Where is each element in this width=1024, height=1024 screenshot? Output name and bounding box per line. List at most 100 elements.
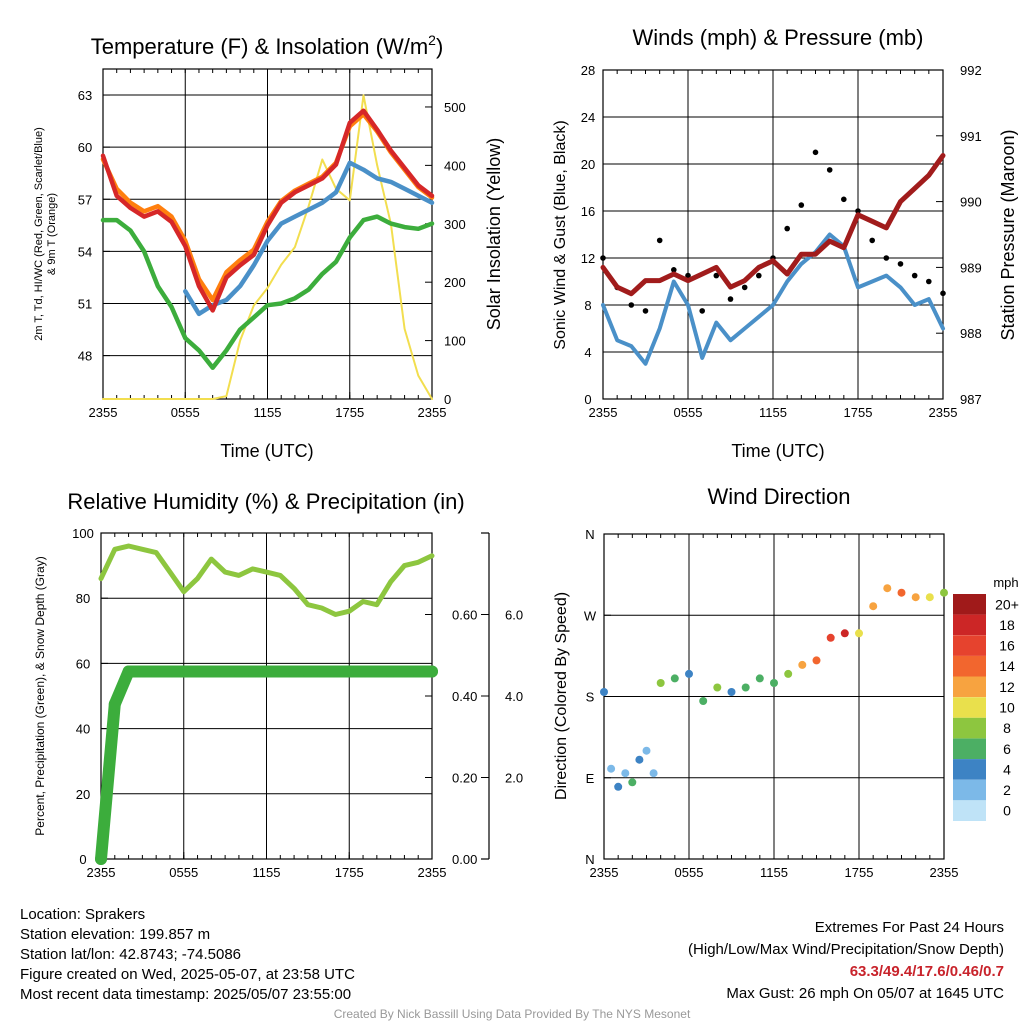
chart1-ytick-label: 63 [78,88,92,103]
chart1-ytick-label: 57 [78,192,92,207]
chart2-gust-point [784,225,790,232]
chart2-ytick-label: 28 [581,63,595,78]
chart4-direction-point [628,778,637,787]
chart1-ytick-label: 60 [78,140,92,155]
station-location: Location: Sprakers [20,906,146,923]
chart3-y3tick-label: 4.0 [505,689,523,704]
chart1-series-hi-wc [183,160,435,317]
chart2-gust-point [685,272,691,279]
chart3-precip-point [232,665,245,678]
chart2-xtick-label: 2355 [589,405,618,420]
chart2-ytick-label: 12 [581,251,595,266]
chart4-direction-point [869,602,878,611]
chart3-precip-point [108,698,121,711]
chart3-y2tick-label: 0.60 [452,608,477,623]
chart1-ytick-label: 51 [78,296,92,311]
chart1-ytick-label: 54 [78,244,92,259]
chart4-direction-point [940,588,948,597]
colorbar-label: 8 [1003,720,1011,736]
chart2-gust-point [826,167,833,173]
chart3-precip-point [315,665,328,678]
chart3-y2tick-label: 0.40 [452,689,477,704]
chart4-direction-point [649,769,658,778]
chart1-ytick-label: 48 [78,349,92,364]
chart2-xtick-label: 1755 [844,405,873,420]
colorbar-swatch [953,594,986,615]
chart2-gust-point [699,308,705,314]
chart3-ylabel: Percent, Precipitation (Green), & Snow D… [33,556,47,835]
chart3-ytick-label: 0 [79,852,86,867]
chart4-direction-point [755,674,764,683]
chart3-precip-point [191,665,204,678]
chart4-ytick-label: N [585,527,594,542]
chart4-direction-point [897,588,906,597]
chart4-ytick-label: S [586,690,595,705]
chart3-precip-point [136,665,149,678]
chart2-gust-point [727,296,734,302]
chart3-y2tick-label: 0.20 [452,771,477,786]
chart2-series-pressure [600,153,946,297]
colorbar-label: 16 [999,638,1015,654]
chart2-gust-point [756,272,762,279]
chart4-direction-point [784,669,793,678]
colorbar-swatch [953,697,986,718]
chart3-xtick-label: 1755 [335,865,364,880]
chart3-y2tick-label: 0.00 [452,852,477,867]
chart2-gust-point [841,196,847,203]
chart1-y2label: Solar Insolation (Yellow) [484,138,504,330]
chart3-xtick-label: 2355 [87,865,116,880]
extremes-title: Extremes For Past 24 Hours [814,919,1004,936]
chart1-series-2m-t [100,108,435,313]
chart3-xtick-label: 1155 [253,865,281,880]
colorbar-label: 0 [1003,803,1011,819]
chart4-direction-point [635,755,644,764]
chart4-direction-point [812,656,821,665]
chart2-gust-point [713,272,720,279]
chart2-xlabel: Time (UTC) [731,441,824,461]
chart3-precip-point [122,665,135,678]
chart4-direction-point [741,683,750,692]
colorbar-label: 12 [999,679,1015,695]
extremes-panel: Extremes For Past 24 Hours (High/Low/Max… [688,917,1004,1005]
colorbar-swatch [953,779,986,801]
chart3-precip-point [384,665,397,678]
chart2-ytick-label: 0 [584,392,591,407]
colorbar-label: 20+ [995,596,1019,612]
chart1-y2tick-label: 300 [444,217,466,232]
chart3-ytick-label: 60 [76,656,90,671]
colorbar-swatch [953,759,986,780]
colorbar-swatch [953,738,986,760]
chart2-xtick-label: 0555 [674,405,703,420]
chart4-direction-point [798,660,807,669]
colorbar-label: 4 [1003,761,1011,777]
chart3-precip-point [260,665,273,678]
station-elevation: Station elevation: 199.857 m [20,926,211,943]
chart1-ylabel-2: & 9m T (Orange) [46,193,58,275]
chart3-ytick-label: 20 [76,787,90,802]
chart2-title: Winds (mph) & Pressure (mb) [633,25,924,50]
chart1-xlabel: Time (UTC) [220,441,313,461]
chart3-precip-point [288,665,301,678]
chart2-gust-point [798,202,805,208]
chart2-xtick-label: 1155 [759,405,787,420]
chart3-ytick-label: 100 [72,526,94,541]
chart1-y2tick-label: 400 [444,158,466,173]
chart1-xtick-label: 1755 [335,405,364,420]
chart3-precip-point [95,853,107,865]
chart4-direction-point [600,688,608,696]
chart3-precip-point [343,665,356,678]
chart2-gust-point [671,267,677,273]
chart4-direction-point [699,697,708,705]
chart2-gust-point [897,261,904,267]
extremes-values: 63.3/49.4/17.6/0.46/0.7 [849,963,1004,980]
chart2-gust-point [869,237,875,244]
chart4-direction-point [770,679,778,687]
chart4-direction-point [621,769,630,778]
chart3-precip-point [150,665,163,678]
chart4-direction-point [911,593,920,602]
colorbar-swatch [953,717,986,739]
chart1-xtick-label: 2355 [418,405,447,420]
chart3-precip-point [370,665,383,678]
chart1-y2tick-label: 200 [444,275,466,290]
chart1-title: Temperature (F) & Insolation (W/m2) [91,32,444,59]
